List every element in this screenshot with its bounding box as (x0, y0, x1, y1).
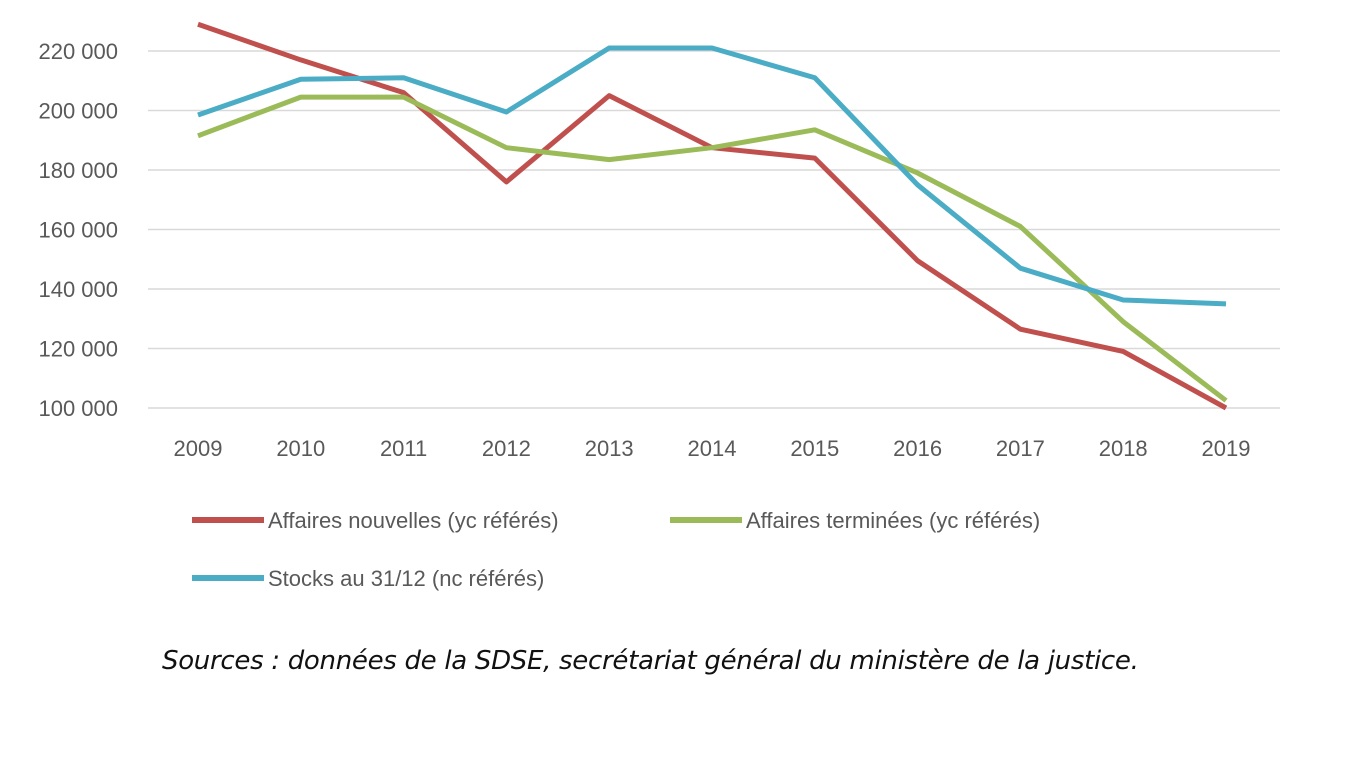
x-tick-label: 2010 (276, 436, 325, 461)
x-tick-label: 2019 (1202, 436, 1251, 461)
y-tick-label: 220 000 (38, 39, 118, 64)
x-tick-label: 2016 (893, 436, 942, 461)
y-tick-label: 160 000 (38, 218, 118, 243)
x-tick-label: 2015 (790, 436, 839, 461)
y-tick-label: 200 000 (38, 99, 118, 124)
x-tick-label: 2014 (688, 436, 737, 461)
x-tick-label: 2011 (380, 436, 427, 461)
y-tick-label: 100 000 (38, 396, 118, 421)
series-line (197, 21, 1228, 411)
series-line (197, 94, 1228, 403)
x-tick-label: 2018 (1099, 436, 1148, 461)
line-chart: 100 000 120 000 140 000 160 000 180 000 200 0… (38, 21, 1280, 591)
y-tick-label: 120 000 (38, 337, 118, 362)
x-tick-label: 2017 (996, 436, 1045, 461)
x-tick-label: 2009 (174, 436, 223, 461)
y-tick-label: 180 000 (38, 158, 118, 183)
x-tick-label: 2013 (585, 436, 634, 461)
legend-label: Affaires terminées (yc référés) (746, 508, 1040, 533)
source-note: Sources : données de la SDSE, secrétaria… (162, 646, 1139, 676)
y-tick-label: 140 000 (38, 277, 118, 302)
series-line (197, 45, 1227, 307)
legend-label: Stocks au 31/12 (nc référés) (268, 566, 544, 591)
x-tick-label: 2012 (482, 436, 531, 461)
legend-label: Affaires nouvelles (yc référés) (268, 508, 559, 533)
